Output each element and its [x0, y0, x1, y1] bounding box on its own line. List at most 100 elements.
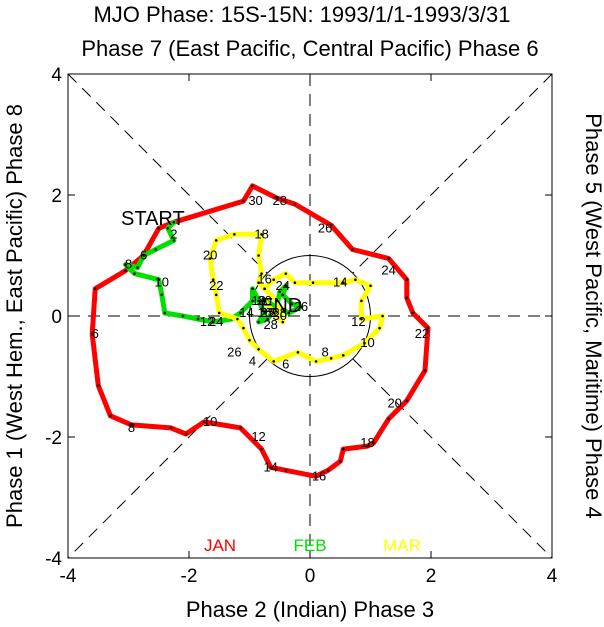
data-point [299, 305, 303, 309]
data-point [257, 299, 260, 303]
data-point [214, 239, 218, 242]
data-point [154, 248, 158, 251]
day-label: 26 [294, 299, 308, 314]
day-label: 24 [209, 314, 223, 329]
data-point [272, 360, 276, 363]
chart-title: MJO Phase: 15S-15N: 1993/1/1-1993/3/31 [93, 2, 510, 27]
data-point [242, 199, 245, 203]
day-label: 24 [276, 278, 290, 293]
data-point [160, 293, 164, 297]
data-point [242, 326, 245, 330]
data-point [93, 287, 97, 291]
data-point [172, 239, 176, 242]
day-label: 28 [273, 193, 287, 208]
data-point [263, 287, 266, 291]
guide-diagonal-a [67, 73, 268, 274]
data-point [136, 266, 139, 269]
data-point [217, 311, 221, 315]
data-point [211, 320, 215, 324]
data-point [184, 432, 188, 436]
day-label: 26 [318, 220, 332, 235]
data-point [423, 369, 427, 372]
data-point [233, 233, 236, 236]
guide-diagonal-b [352, 358, 553, 559]
data-point [260, 272, 263, 275]
top-axis-label: Phase 7 (East Pacific, Central Pacific) … [81, 36, 538, 61]
data-point [341, 354, 345, 357]
guide-diagonal-c [352, 73, 553, 274]
data-point [311, 281, 315, 285]
day-label: 26 [227, 344, 241, 359]
data-point [387, 257, 390, 260]
data-point [96, 384, 100, 387]
data-point [281, 293, 285, 297]
x-tick-label: -4 [60, 566, 77, 587]
day-label: 16 [257, 305, 271, 320]
data-point [257, 347, 260, 351]
day-label: 22 [260, 305, 274, 320]
data-point [287, 311, 291, 315]
data-point [90, 332, 94, 336]
data-point [293, 202, 297, 206]
data-point [266, 317, 269, 321]
data-point [163, 311, 167, 315]
day-label: 18 [360, 435, 374, 450]
data-point [411, 311, 415, 315]
data-point [236, 317, 239, 321]
data-point [211, 278, 215, 282]
data-point [263, 311, 266, 315]
data-point [372, 441, 375, 445]
day-label: 10 [155, 275, 169, 290]
data-point [426, 326, 430, 330]
day-label: 8 [322, 344, 329, 359]
day-label: 28 [263, 317, 277, 332]
day-label: 4 [249, 353, 256, 368]
data-point [272, 278, 276, 282]
legend: JAN FEB MAR [204, 536, 421, 555]
day-label: 22 [415, 326, 429, 341]
data-point [369, 284, 372, 288]
y-tick-label: 0 [51, 307, 62, 328]
x-tick-label: 4 [547, 566, 558, 587]
y-tick-label: 4 [51, 65, 62, 86]
day-label: 20 [387, 396, 401, 411]
data-point [248, 338, 251, 342]
data-point [293, 281, 297, 285]
data-point [239, 311, 242, 315]
series-line-mar [207, 231, 386, 364]
data-point [326, 468, 330, 472]
data-point [251, 299, 254, 303]
data-point [275, 196, 279, 200]
data-point [202, 420, 206, 424]
data-point [263, 299, 266, 303]
data-point [405, 278, 409, 282]
day-label: 28 [273, 305, 287, 320]
data-point [284, 272, 288, 275]
data-point [290, 302, 294, 306]
data-point [405, 399, 409, 403]
data-point [257, 254, 260, 257]
data-point [329, 357, 333, 360]
data-point [124, 269, 127, 272]
data-point [341, 447, 345, 451]
data-point [354, 278, 357, 282]
data-point [251, 184, 254, 188]
day-label: 22 [209, 278, 223, 293]
data-point [109, 414, 112, 418]
day-label: 8 [125, 257, 132, 272]
data-point [378, 326, 381, 330]
data-point [296, 351, 300, 354]
day-label: 2 [170, 226, 177, 241]
day-label: 14 [263, 459, 277, 474]
data-point [257, 281, 260, 285]
data-point [251, 287, 254, 291]
end-label: END [260, 295, 302, 317]
data-point [275, 299, 279, 303]
x-tick-label: 2 [426, 566, 437, 587]
data-point [278, 290, 282, 294]
day-label: 18 [251, 293, 265, 308]
day-label: 6 [282, 356, 289, 371]
day-label: 20 [257, 293, 271, 308]
data-point [366, 444, 369, 448]
start-label: START [121, 208, 185, 230]
